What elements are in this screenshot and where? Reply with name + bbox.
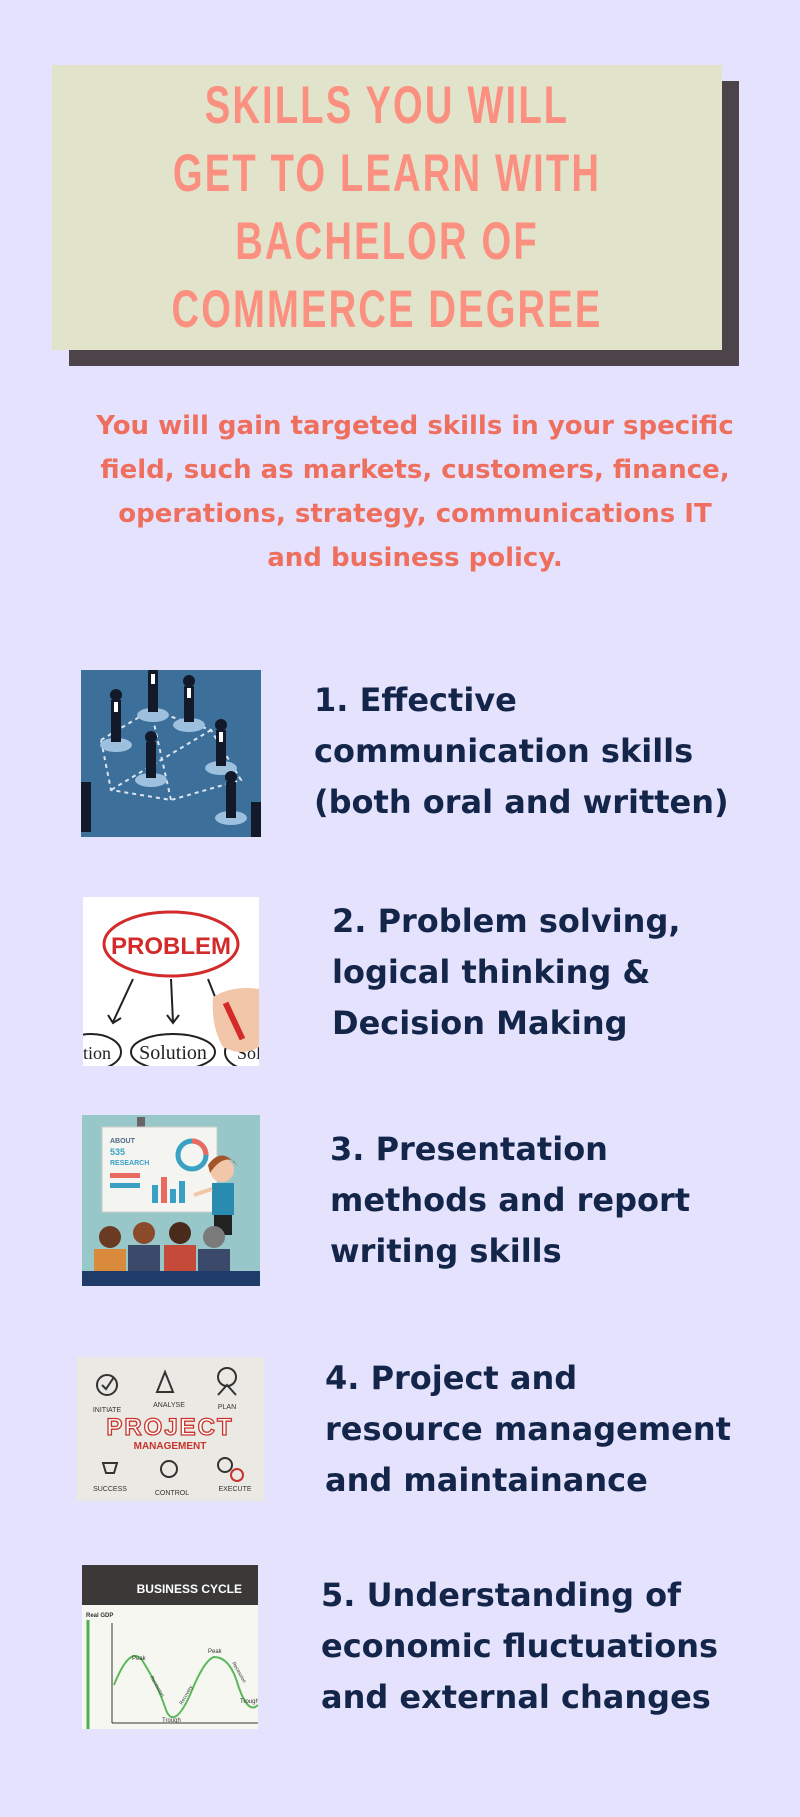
problem-label: PROBLEM — [111, 933, 231, 960]
initiate-label: INITIATE — [93, 1407, 122, 1414]
peak-label-2: Peak — [208, 1649, 223, 1655]
success-label: SUCCESS — [93, 1486, 127, 1493]
trough-label-1: Trough — [162, 1718, 181, 1724]
execute-label: EXECUTE — [218, 1486, 251, 1493]
skill-text: 4. Project and resource management and m… — [325, 1359, 731, 1499]
trough-label-2: Trough — [240, 1699, 258, 1705]
board-value: 535 — [110, 1147, 125, 1157]
title-banner: SKILLS YOU WILL GET TO LEARN WITH BACHEL… — [52, 65, 722, 350]
skill-text: 3. Presentation methods and report writi… — [330, 1130, 691, 1270]
presentation-audience-image: ABOUT 535 RESEARCH — [82, 1115, 260, 1286]
problem-solution-sketch-image: PROBLEM Solution tion Sol — [83, 897, 259, 1066]
plan-label: PLAN — [218, 1404, 236, 1411]
skill-text: 1. Effective communication skills (both … — [314, 681, 729, 821]
management-label: MANAGEMENT — [134, 1441, 207, 1452]
analyse-label: ANALYSE — [153, 1402, 185, 1409]
business-people-network-image — [81, 670, 261, 837]
project-label: PROJECT — [106, 1414, 233, 1441]
project-management-icons-image: INITIATE ANALYSE PLAN PROJECT MANAGEMENT… — [77, 1357, 264, 1501]
intro-text: You will gain targeted skills in your sp… — [96, 411, 734, 573]
business-cycle-chart-image: BUSINESS CYCLE Real GDP Peak Peak Recess… — [82, 1565, 258, 1729]
control-label: CONTROL — [155, 1490, 189, 1497]
business-cycle-header: BUSINESS CYCLE — [137, 1582, 242, 1596]
solution-label: Solution — [139, 1042, 207, 1064]
peak-label-1: Peak — [132, 1656, 147, 1662]
real-gdp-label: Real GDP — [86, 1613, 113, 1619]
board-title: ABOUT — [110, 1138, 136, 1145]
skill-text: 2. Problem solving, logical thinking & D… — [332, 902, 681, 1042]
page-title: SKILLS YOU WILL GET TO LEARN WITH BACHEL… — [171, 75, 603, 339]
solution-fragment-left: tion — [83, 1043, 111, 1063]
board-sub: RESEARCH — [110, 1160, 149, 1167]
skill-text: 5. Understanding of economic fluctuation… — [321, 1576, 719, 1716]
